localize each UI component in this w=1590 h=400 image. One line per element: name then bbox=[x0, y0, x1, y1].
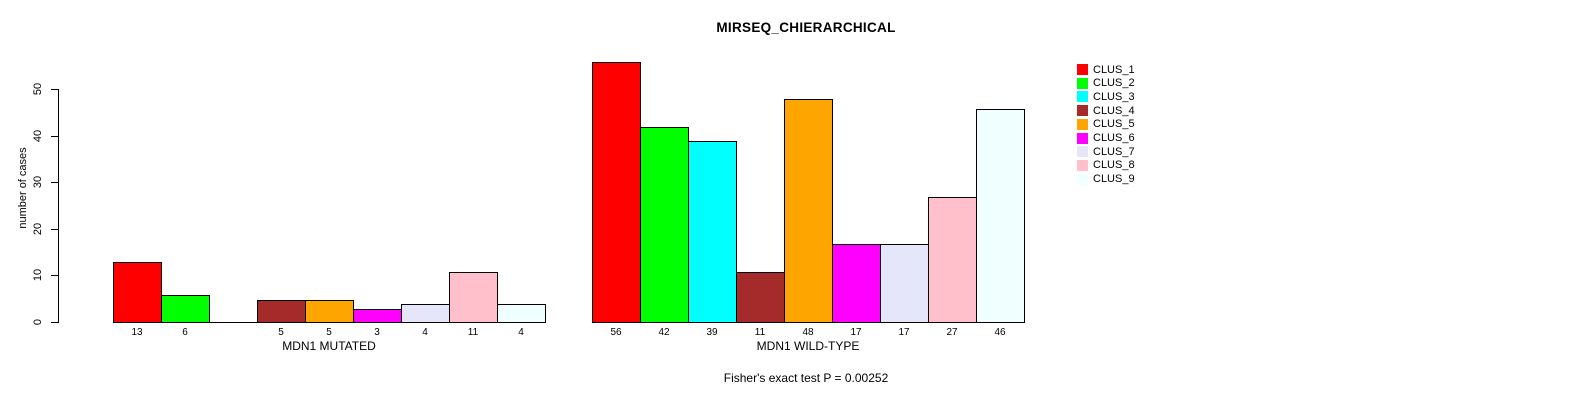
bar-value-label: 13 bbox=[131, 327, 143, 338]
bar-value-label: 11 bbox=[467, 327, 479, 338]
y-tick-mark-20 bbox=[51, 229, 58, 230]
legend-label-clus_7: CLUS_7 bbox=[1093, 145, 1135, 158]
pvalue-annotation: Fisher's exact test P = 0.00252 bbox=[723, 371, 889, 385]
y-tick-label-10: 10 bbox=[32, 268, 44, 282]
bar-clus_2-group1 bbox=[161, 295, 210, 323]
bar-value-label: 48 bbox=[802, 327, 814, 338]
bar-value-label: 46 bbox=[994, 327, 1006, 338]
legend-swatch-clus_6 bbox=[1077, 132, 1088, 144]
bar-clus_1-group1 bbox=[113, 262, 162, 323]
y-tick-mark-50 bbox=[51, 89, 58, 90]
bar-value-label: 6 bbox=[182, 327, 188, 338]
bar-value-label: 5 bbox=[326, 327, 332, 338]
legend-swatch-clus_2 bbox=[1077, 77, 1088, 89]
bar-zero-clus_3-group1 bbox=[209, 322, 258, 323]
legend-swatch-clus_9 bbox=[1077, 173, 1088, 185]
y-axis-title: number of cases bbox=[17, 147, 29, 229]
y-tick-label-0: 0 bbox=[32, 318, 44, 326]
y-tick-label-50: 50 bbox=[32, 82, 44, 96]
bar-value-label: 5 bbox=[278, 327, 284, 338]
bar-clus_7-group1 bbox=[401, 304, 450, 323]
legend-label-clus_1: CLUS_1 bbox=[1093, 63, 1135, 76]
bar-clus_9-group1 bbox=[497, 304, 546, 323]
bar-clus_5-group2 bbox=[784, 99, 833, 323]
y-tick-mark-10 bbox=[51, 275, 58, 276]
legend-label-clus_2: CLUS_2 bbox=[1093, 77, 1135, 90]
x-axis-group-label-1: MDN1 MUTATED bbox=[282, 339, 376, 353]
legend-label-clus_5: CLUS_5 bbox=[1093, 118, 1135, 131]
legend-swatch-clus_5 bbox=[1077, 118, 1088, 130]
bar-value-label: 4 bbox=[518, 327, 524, 338]
bar-value-label: 17 bbox=[898, 327, 910, 338]
bar-clus_6-group2 bbox=[832, 244, 881, 323]
chart-title: MIRSEQ_CHIERARCHICAL bbox=[716, 20, 896, 35]
legend-swatch-clus_1 bbox=[1077, 64, 1088, 75]
bar-clus_4-group1 bbox=[257, 300, 306, 323]
bar-value-label: 3 bbox=[374, 327, 380, 338]
legend-label-clus_3: CLUS_3 bbox=[1093, 90, 1135, 103]
y-tick-label-40: 40 bbox=[32, 129, 44, 143]
bar-value-label: 17 bbox=[850, 327, 862, 338]
legend-swatch-clus_8 bbox=[1077, 159, 1088, 171]
bar-value-label: 56 bbox=[610, 327, 622, 338]
legend-label-clus_8: CLUS_8 bbox=[1093, 159, 1135, 172]
y-tick-label-20: 20 bbox=[32, 222, 44, 236]
bar-clus_3-group2 bbox=[688, 141, 737, 323]
bar-value-label: 27 bbox=[946, 327, 958, 338]
bar-value-label: 4 bbox=[422, 327, 428, 338]
legend-label-clus_9: CLUS_9 bbox=[1093, 173, 1135, 186]
y-tick-mark-40 bbox=[51, 136, 58, 137]
legend-label-clus_6: CLUS_6 bbox=[1093, 132, 1135, 144]
bar-value-label: 39 bbox=[706, 327, 718, 338]
legend-label-clus_4: CLUS_4 bbox=[1093, 104, 1135, 117]
bar-clus_8-group2 bbox=[928, 197, 977, 323]
y-axis-line bbox=[58, 89, 59, 323]
y-tick-mark-30 bbox=[51, 182, 58, 183]
bar-clus_9-group2 bbox=[976, 109, 1025, 323]
bar-clus_1-group2 bbox=[592, 62, 641, 323]
bar-clus_6-group1 bbox=[353, 309, 402, 323]
bar-clus_8-group1 bbox=[449, 272, 498, 323]
y-tick-label-30: 30 bbox=[32, 175, 44, 189]
bar-clus_2-group2 bbox=[640, 127, 689, 323]
bar-value-label: 42 bbox=[658, 327, 670, 338]
bar-clus_4-group2 bbox=[736, 272, 785, 323]
legend-swatch-clus_7 bbox=[1077, 146, 1088, 158]
x-axis-group-label-2: MDN1 WILD-TYPE bbox=[756, 339, 860, 353]
bar-clus_5-group1 bbox=[305, 300, 354, 323]
legend-swatch-clus_4 bbox=[1077, 105, 1088, 117]
bar-value-label: 11 bbox=[754, 327, 766, 338]
legend-swatch-clus_3 bbox=[1077, 91, 1088, 103]
bar-clus_7-group2 bbox=[880, 244, 929, 323]
y-tick-mark-0 bbox=[51, 322, 58, 323]
